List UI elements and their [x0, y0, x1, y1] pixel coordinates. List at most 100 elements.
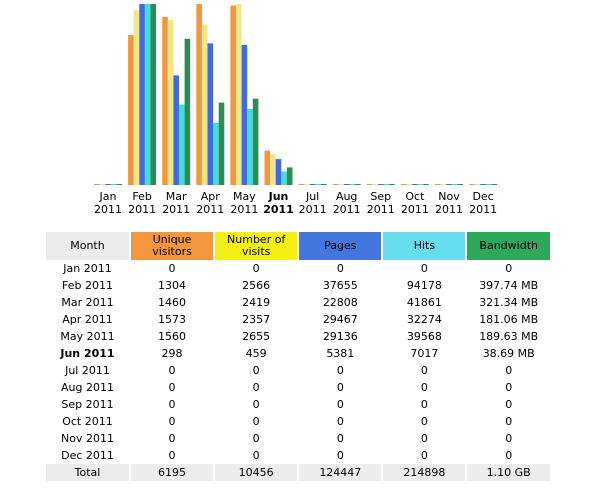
table-row: Sep 2011 0 0 0 0 0: [46, 396, 550, 413]
bar-bandwidth-sep-2011: [389, 184, 395, 185]
bar-group-jan-2011: [94, 184, 122, 185]
bar-group-jun-2011: [264, 150, 293, 185]
month-cell: Total: [46, 464, 129, 481]
value-cell: 0: [420, 262, 428, 275]
bar-number-of-visits-dec-2011: [474, 184, 481, 185]
value-cell: 0: [336, 364, 344, 377]
bar-bandwidth-oct-2011: [423, 184, 429, 185]
bar-group-dec-2011: [469, 184, 498, 185]
bar-pages-dec-2011: [480, 184, 486, 185]
value-cell: 0: [168, 432, 176, 445]
bar-number-of-visits-mar-2011: [167, 20, 174, 185]
table-row: Mar 2011 1460 2419 22808 41861 321.34 MB: [46, 294, 550, 311]
month-year: 2011: [230, 203, 259, 216]
value-cell: 29136: [322, 330, 358, 343]
month-year: 2011: [263, 203, 294, 216]
bar-number-of-visits-may-2011: [236, 4, 242, 185]
month-axis-label: Feb 2011: [124, 190, 160, 216]
bar-bandwidth-jun-2011: [286, 167, 293, 185]
bar-number-of-visits-apr-2011: [201, 24, 208, 185]
value-cell: 10456: [215, 464, 298, 481]
value-cell: 7017: [410, 347, 439, 360]
month-axis-label: Jul 2011: [295, 190, 331, 216]
month-axis-label: Nov 2011: [431, 190, 467, 216]
value-cell: 0: [168, 381, 176, 394]
pages-column-header: Pages: [299, 232, 382, 260]
value-cell: 0: [336, 415, 344, 428]
month-name: Mar: [165, 190, 187, 203]
month-year: 2011: [366, 203, 395, 216]
bar-unique-visitors-jan-2011: [94, 184, 100, 185]
month-axis-label: Jun 2011: [261, 190, 297, 216]
bar-unique-visitors-oct-2011: [400, 184, 407, 185]
bar-unique-visitors-jun-2011: [264, 150, 271, 185]
month-year: 2011: [196, 203, 225, 216]
bar-number-of-visits-nov-2011: [440, 184, 447, 185]
value-cell: 0: [336, 449, 344, 462]
value-cell: 0: [252, 381, 260, 394]
bar-hits-jul-2011: [315, 184, 321, 185]
bar-bandwidth-nov-2011: [457, 184, 463, 185]
table-row: Feb 2011 1304 2566 37655 94178 397.74 MB: [46, 277, 550, 294]
value-cell: 0: [505, 364, 513, 377]
bar-hits-dec-2011: [485, 184, 492, 185]
unique-visitors-column-header: Unique visitors: [130, 232, 214, 260]
bar-pages-sep-2011: [378, 184, 384, 185]
month-year: 2011: [435, 203, 463, 216]
month-cell: Sep 2011: [61, 398, 114, 411]
bar-unique-visitors-dec-2011: [469, 184, 475, 185]
month-year: 2011: [162, 203, 191, 216]
value-cell: 459: [245, 347, 267, 360]
bar-pages-may-2011: [241, 44, 248, 186]
month-cell: Feb 2011: [62, 279, 113, 292]
bar-hits-sep-2011: [383, 184, 390, 185]
monthly-bar-chart: [94, 4, 498, 186]
month-axis-label: Jan 2011: [90, 190, 126, 216]
bar-group-feb-2011: [128, 4, 157, 185]
value-cell: 1573: [158, 313, 187, 326]
value-cell: 0: [420, 364, 428, 377]
month-axis-label: Mar 2011: [158, 190, 194, 216]
month-name: Jan: [99, 190, 117, 203]
month-axis-label: May 2011: [226, 190, 262, 216]
value-cell: 0: [505, 381, 513, 394]
bar-group-jul-2011: [298, 184, 327, 185]
value-cell: 0: [420, 415, 428, 428]
bar-bandwidth-dec-2011: [491, 184, 498, 185]
month-cell: Apr 2011: [62, 313, 113, 326]
table-row: Dec 2011 0 0 0 0 0: [46, 447, 550, 464]
bar-group-sep-2011: [366, 184, 395, 185]
value-cell: 181.06 MB: [479, 313, 539, 326]
month-name: Nov: [438, 190, 460, 203]
month-cell: Jun 2011: [60, 347, 115, 360]
total-row: Total 6195 10456 124447 214898 1.10 GB: [46, 464, 550, 481]
month-name: Oct: [405, 190, 425, 203]
value-cell: 29467: [322, 313, 358, 326]
bar-group-oct-2011: [400, 184, 429, 185]
value-cell: 1560: [158, 330, 187, 343]
value-cell: 0: [505, 449, 513, 462]
value-cell: 37655: [322, 279, 358, 292]
value-cell: 0: [252, 364, 260, 377]
table-row: May 2011 1560 2655 29136 39568 189.63 MB: [46, 328, 550, 345]
bar-unique-visitors-aug-2011: [332, 184, 339, 185]
value-cell: 39568: [406, 330, 442, 343]
month-cell: Nov 2011: [61, 432, 114, 445]
table-row: Jan 2011 0 0 0 0 0: [46, 260, 550, 277]
value-cell: 124447: [299, 464, 382, 481]
bar-unique-visitors-mar-2011: [162, 17, 168, 185]
value-cell: 0: [420, 381, 428, 394]
value-cell: 0: [252, 262, 260, 275]
bar-bandwidth-aug-2011: [355, 184, 361, 185]
bar-pages-apr-2011: [207, 43, 214, 186]
month-cell: Jul 2011: [65, 364, 110, 377]
bar-pages-aug-2011: [343, 184, 350, 185]
bar-hits-aug-2011: [349, 184, 356, 185]
month-axis-label: Sep 2011: [363, 190, 399, 216]
table-row: Nov 2011 0 0 0 0 0: [46, 430, 550, 447]
bar-unique-visitors-may-2011: [230, 5, 236, 185]
bar-group-nov-2011: [435, 184, 463, 185]
value-cell: 0: [336, 381, 344, 394]
hits-column-header: Hits: [383, 232, 466, 260]
bar-hits-jan-2011: [110, 184, 117, 185]
